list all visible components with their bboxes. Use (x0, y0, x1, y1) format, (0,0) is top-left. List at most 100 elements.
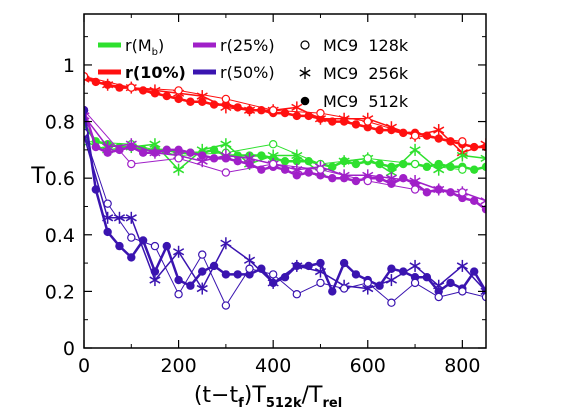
data-point (84, 106, 89, 115)
data-point (410, 159, 420, 169)
data-point (410, 278, 420, 288)
data-point (456, 259, 468, 272)
data-point (409, 175, 421, 187)
asterisk-marker (299, 67, 311, 79)
data-point (469, 267, 479, 276)
data-point (409, 259, 421, 272)
data-point (385, 274, 397, 287)
data-point (351, 120, 361, 129)
data-point (481, 162, 486, 172)
data-point (102, 141, 114, 154)
data-point (458, 137, 467, 146)
filled-circle-marker (300, 96, 310, 106)
x-tick-label: 0 (78, 355, 90, 377)
y-tick-label: 0 (63, 338, 75, 360)
x-axis-label-sub3: rel (322, 396, 342, 411)
data-point (351, 270, 361, 279)
data-point (469, 196, 479, 206)
x-axis-label-base: (t−t (194, 383, 239, 408)
data-point (103, 227, 112, 237)
y-axis-label: T (30, 164, 45, 189)
x-tick-label: 800 (444, 355, 480, 377)
data-point (103, 199, 112, 208)
series-line (84, 140, 486, 174)
legend-label-rmb: r(Mb) (125, 36, 164, 58)
data-point (198, 250, 207, 259)
data-point (328, 173, 337, 183)
data-point (91, 142, 101, 152)
data-point (434, 292, 443, 302)
data-point (220, 101, 232, 114)
plot-frame (83, 13, 487, 349)
series-line (84, 115, 486, 202)
data-point (291, 149, 303, 162)
data-point (316, 278, 325, 288)
legend-label-128k: MC9 128k (323, 36, 409, 55)
data-point (220, 237, 232, 250)
legend-entry-128k: MC9 128k (300, 36, 409, 55)
data-point (456, 149, 468, 162)
data-point (480, 194, 486, 207)
data-point (363, 278, 372, 288)
data-point (387, 264, 396, 273)
data-point (480, 152, 486, 165)
data-point (280, 108, 290, 118)
data-point (162, 241, 171, 251)
data-point (173, 163, 185, 176)
data-point (291, 259, 303, 272)
data-point (196, 282, 208, 295)
data-point (243, 104, 256, 117)
data-point (268, 140, 278, 149)
data-point (304, 168, 313, 177)
legend-entry-r10: r(10%) (98, 63, 186, 82)
data-point (173, 245, 185, 258)
data-point (422, 188, 432, 197)
legend: r(Mb) r(25%) r(10%) r(50%) MC9 128k (98, 36, 409, 111)
data-point (328, 117, 337, 126)
data-point (433, 124, 445, 137)
data-point (363, 117, 372, 126)
data-point (220, 149, 232, 162)
data-point (363, 154, 372, 163)
data-point (422, 273, 432, 282)
data-point (446, 278, 455, 288)
data-point (233, 103, 242, 112)
data-point (138, 148, 148, 157)
data-point (387, 298, 396, 307)
data-point (233, 156, 242, 166)
data-point (316, 165, 325, 174)
ticks-layer: 0 200 400 600 800 0 0.2 0.4 0.6 0.8 1 (45, 14, 486, 377)
data-point (410, 131, 420, 140)
data-point (480, 285, 486, 298)
legend-entry-256k: MC9 256k (299, 64, 409, 83)
data-point (351, 159, 361, 169)
data-point (292, 290, 302, 299)
data-point (125, 211, 137, 224)
data-point (268, 106, 278, 115)
data-point (127, 83, 136, 92)
series-r(10%)-MC9-512k (84, 72, 486, 152)
data-point (149, 274, 161, 287)
data-point (257, 165, 266, 174)
data-point (480, 138, 486, 151)
legend-label-r25: r(25%) (220, 36, 275, 55)
data-point (481, 205, 486, 214)
x-tick-label: 400 (255, 355, 291, 377)
legend-entry-512k: MC9 512k (300, 92, 409, 111)
y-tick-label: 0.2 (45, 281, 75, 303)
data-point (446, 188, 455, 197)
data-point (102, 211, 114, 224)
data-point (458, 165, 467, 174)
data-point (174, 86, 183, 95)
y-tick-label: 0.6 (45, 168, 75, 190)
data-point (339, 258, 349, 268)
data-point (221, 270, 231, 279)
series-r(50%)-MC9-128k (84, 128, 486, 310)
data-point (174, 154, 183, 163)
data-point (458, 287, 467, 296)
data-point (162, 91, 171, 101)
x-axis-label: (t−tf)T512k/Trel (194, 383, 342, 411)
data-point (233, 270, 242, 279)
x-axis-label-mid: )T (244, 383, 267, 408)
legend-entry-r50: r(50%) (193, 63, 275, 82)
